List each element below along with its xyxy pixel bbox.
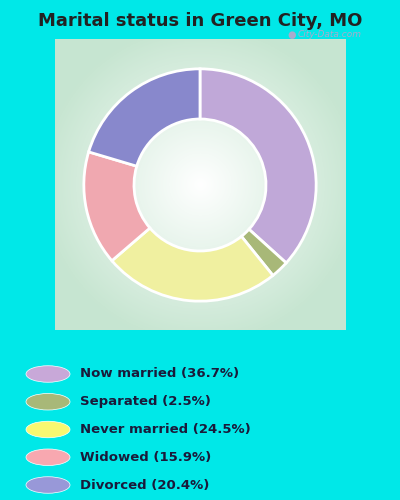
Wedge shape bbox=[112, 228, 273, 301]
Wedge shape bbox=[242, 230, 286, 276]
Text: Divorced (20.4%): Divorced (20.4%) bbox=[80, 478, 209, 492]
Text: Marital status in Green City, MO: Marital status in Green City, MO bbox=[38, 12, 362, 30]
Wedge shape bbox=[89, 69, 200, 166]
Text: City-Data.com: City-Data.com bbox=[298, 30, 362, 39]
Text: ●: ● bbox=[287, 30, 296, 40]
Text: Never married (24.5%): Never married (24.5%) bbox=[80, 423, 251, 436]
Text: Widowed (15.9%): Widowed (15.9%) bbox=[80, 451, 211, 464]
Circle shape bbox=[26, 449, 70, 466]
Circle shape bbox=[26, 366, 70, 382]
Wedge shape bbox=[200, 69, 316, 263]
Circle shape bbox=[26, 421, 70, 438]
Circle shape bbox=[26, 477, 70, 493]
Circle shape bbox=[26, 394, 70, 410]
Text: Now married (36.7%): Now married (36.7%) bbox=[80, 368, 239, 380]
Text: Separated (2.5%): Separated (2.5%) bbox=[80, 395, 211, 408]
Wedge shape bbox=[84, 152, 150, 260]
